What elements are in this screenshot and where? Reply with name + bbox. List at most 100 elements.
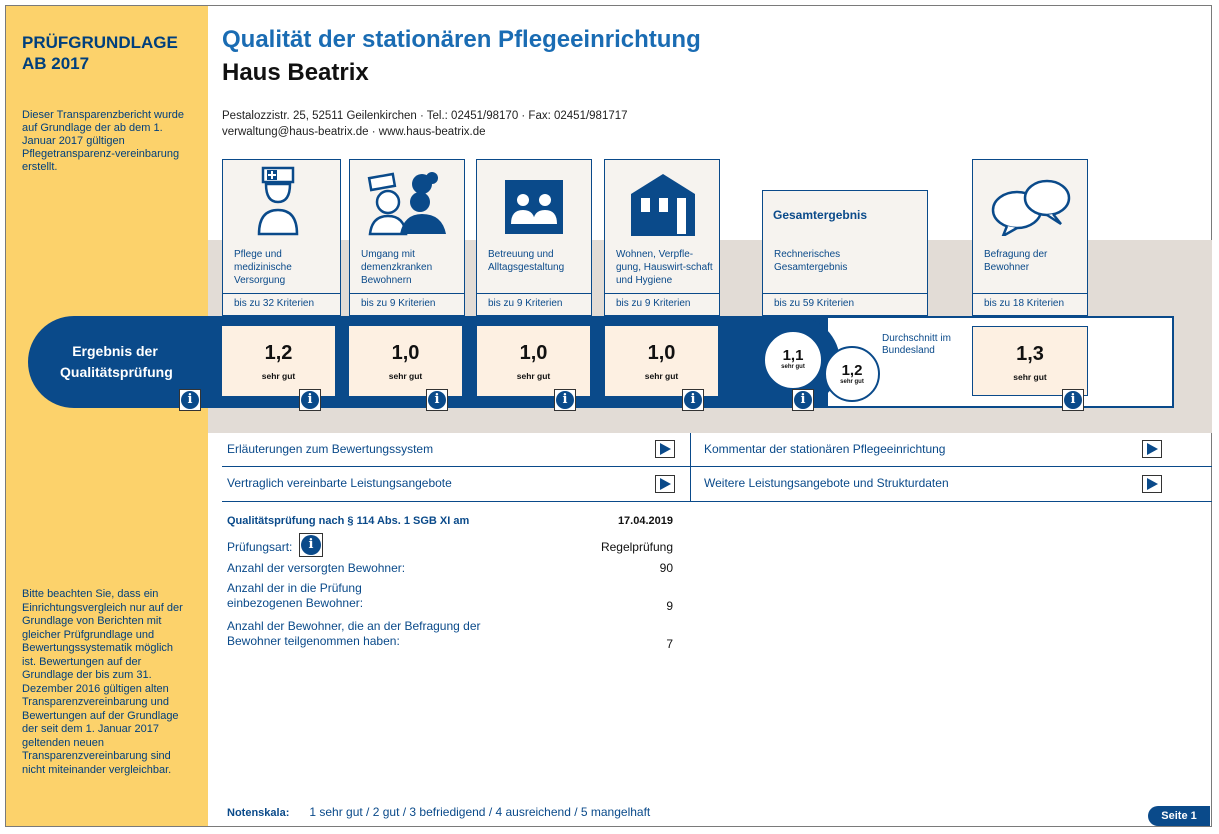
- sidebar-title: PRÜFGRUNDLAGE AB 2017: [22, 32, 178, 74]
- category-label: Umgang mit demenzkranken Bewohnern: [361, 249, 433, 286]
- info-icon: i: [301, 391, 319, 409]
- score-value: 1,3: [1016, 343, 1044, 365]
- divider: [973, 293, 1087, 294]
- overall-grade: sehr gut: [781, 364, 805, 370]
- score-grade: sehr gut: [388, 371, 423, 381]
- address-line: Pestalozzistr. 25, 52511 Geilenkirchen ·…: [222, 110, 628, 122]
- facility-name: Haus Beatrix: [222, 59, 369, 86]
- score-grade: sehr gut: [1013, 372, 1047, 382]
- sidebar: [6, 6, 208, 826]
- people-icon: [505, 180, 563, 234]
- play-icon[interactable]: [655, 475, 675, 493]
- score-housing: 1,0 sehr gut: [605, 326, 718, 396]
- survey-card: Befragung der Bewohner bis zu 18 Kriteri…: [972, 159, 1088, 316]
- score-care: 1,2 sehr gut: [222, 326, 335, 396]
- sidebar-note-comparison: Bitte beachten Sie, dass ein Einrichtung…: [22, 588, 183, 776]
- info-button-housing[interactable]: i: [682, 389, 704, 411]
- info-icon: i: [181, 391, 199, 409]
- score-value: 1,0: [647, 342, 676, 364]
- score-grade: sehr gut: [516, 371, 551, 381]
- category-label: Betreuung und Alltagsgestaltung: [488, 249, 565, 273]
- overall-criteria: bis zu 59 Kriterien: [774, 298, 855, 309]
- grade-scale-label: Notenskala:: [227, 807, 290, 819]
- survey-label: Befragung der Bewohner: [984, 249, 1048, 273]
- inspection-type-value: Regelprüfung: [600, 540, 673, 554]
- overall-label: Rechnerisches Gesamtergebnis: [774, 249, 848, 273]
- result-band-label: Ergebnis der Qualitätsprüfung: [60, 343, 173, 380]
- score-dementia: 1,0 sehr gut: [349, 326, 462, 396]
- score-grade: sehr gut: [261, 371, 296, 381]
- grade-scale-values: 1 sehr gut / 2 gut / 3 befriedigend / 4 …: [309, 805, 651, 819]
- category-card-care: Pflege und medizinische Versorgung bis z…: [222, 159, 341, 316]
- surveyed-value: 7: [666, 637, 673, 651]
- info-button-dementia[interactable]: i: [426, 389, 448, 411]
- grade-scale: Notenskala: 1 sehr gut / 2 gut / 3 befrie…: [227, 805, 650, 819]
- house-icon: [631, 174, 695, 236]
- link-rating-system[interactable]: Erläuterungen zum Bewertungssystem: [227, 442, 434, 456]
- divider: [222, 466, 1212, 467]
- overall-score: 1,1: [782, 347, 804, 364]
- divider: [605, 293, 719, 294]
- average-label: Durchschnitt im Bundesland: [882, 333, 951, 356]
- info-icon: i: [428, 391, 446, 409]
- divider: [690, 433, 691, 501]
- residents-label: Anzahl der versorgten Bewohner:: [227, 561, 406, 575]
- overall-title: Gesamtergebnis: [773, 208, 868, 222]
- category-criteria: bis zu 9 Kriterien: [361, 298, 436, 309]
- info-button-band[interactable]: i: [179, 389, 201, 411]
- nurse-icon: [257, 166, 299, 236]
- info-button-care[interactable]: i: [299, 389, 321, 411]
- link-structure-data[interactable]: Weitere Leistungsangebote und Strukturda…: [704, 476, 949, 490]
- included-label: Anzahl der in die Prüfung einbezogenen B…: [227, 581, 364, 610]
- category-criteria: bis zu 9 Kriterien: [488, 298, 563, 309]
- info-button-inspection-type[interactable]: i: [299, 533, 323, 557]
- contact-line: verwaltung@haus-beatrix.de · www.haus-be…: [222, 126, 486, 138]
- info-icon: i: [556, 391, 574, 409]
- info-icon: i: [684, 391, 702, 409]
- category-label: Pflege und medizinische Versorgung: [234, 249, 292, 286]
- category-criteria: bis zu 32 Kriterien: [234, 298, 315, 309]
- page-title: Qualität der stationären Pflegeeinrichtu…: [222, 26, 701, 53]
- inspection-type-label: Prüfungsart:: [227, 540, 293, 554]
- average-grade: sehr gut: [840, 379, 864, 385]
- score-survey: 1,3 sehr gut: [972, 326, 1088, 396]
- link-contract-services[interactable]: Vertraglich vereinbarte Leistungsangebot…: [227, 476, 452, 490]
- sidebar-title-line2: AB 2017: [22, 54, 90, 73]
- score-value: 1,2: [264, 342, 293, 364]
- link-facility-comment[interactable]: Kommentar der stationären Pflegeeinricht…: [704, 442, 946, 456]
- inspection-date: 17.04.2019: [617, 515, 673, 527]
- info-button-activities[interactable]: i: [554, 389, 576, 411]
- divider: [477, 293, 591, 294]
- divider: [223, 293, 340, 294]
- category-card-activities: Betreuung und Alltagsgestaltung bis zu 9…: [476, 159, 592, 316]
- survey-criteria: bis zu 18 Kriterien: [984, 298, 1065, 309]
- info-icon: i: [1064, 391, 1082, 409]
- info-button-overall[interactable]: i: [792, 389, 814, 411]
- play-icon[interactable]: [655, 440, 675, 458]
- play-icon[interactable]: [1142, 440, 1162, 458]
- divider: [350, 293, 464, 294]
- score-value: 1,0: [519, 342, 548, 364]
- info-icon: i: [794, 391, 812, 409]
- average-score-circle: 1,2 sehr gut: [824, 346, 880, 402]
- surveyed-label: Anzahl der Bewohner, die an der Befragun…: [227, 619, 481, 648]
- score-grade: sehr gut: [644, 371, 679, 381]
- score-value: 1,0: [391, 342, 420, 364]
- average-score: 1,2: [841, 362, 863, 379]
- overall-score-circle: 1,1 sehr gut: [763, 330, 823, 390]
- dementia-care-icon: [367, 172, 446, 236]
- sidebar-note-basis: Dieser Transparenzbericht wurde auf Grun…: [22, 109, 185, 173]
- address-block: Pestalozzistr. 25, 52511 Geilenkirchen ·…: [222, 108, 628, 140]
- inspection-heading: Qualitätsprüfung nach § 114 Abs. 1 SGB X…: [227, 515, 470, 527]
- overall-card: Gesamtergebnis Rechnerisches Gesamtergeb…: [762, 190, 928, 316]
- residents-value: 90: [659, 561, 673, 575]
- category-criteria: bis zu 9 Kriterien: [616, 298, 691, 309]
- play-icon[interactable]: [1142, 475, 1162, 493]
- divider: [763, 293, 927, 294]
- info-button-survey[interactable]: i: [1062, 389, 1084, 411]
- divider: [222, 501, 1212, 502]
- score-activities: 1,0 sehr gut: [477, 326, 590, 396]
- category-card-housing: Wohnen, Verpfle-gung, Hauswirt-schaft un…: [604, 159, 720, 316]
- category-label: Wohnen, Verpfle-gung, Hauswirt-schaft un…: [616, 249, 713, 286]
- included-value: 9: [666, 599, 673, 613]
